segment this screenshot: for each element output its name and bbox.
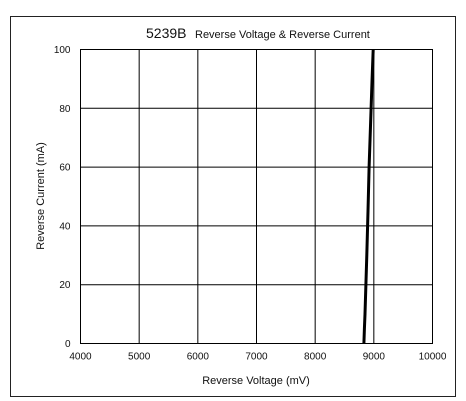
x-tick-label: 6000	[187, 352, 210, 363]
chart-subtitle: Reverse Voltage & Reverse Current	[195, 29, 370, 41]
x-axis-label: Reverse Voltage (mV)	[202, 375, 310, 387]
y-tick-labels: 0 20 40 60 80 100	[54, 45, 71, 350]
y-axis-label: Reverse Current (mA)	[35, 142, 47, 250]
y-tick-label: 0	[65, 339, 71, 350]
y-tick-label: 20	[59, 280, 71, 291]
y-tick-label: 100	[54, 45, 71, 56]
x-tick-label: 8000	[304, 352, 327, 363]
x-tick-label: 10000	[419, 352, 447, 363]
y-tick-label: 40	[59, 221, 71, 232]
x-tick-labels: 4000 5000 6000 7000 8000 9000 10000	[69, 352, 446, 363]
chart-frame	[10, 16, 456, 397]
y-tick-label: 60	[59, 163, 71, 174]
plot-area-border	[80, 49, 433, 344]
series-line	[362, 49, 375, 344]
x-tick-label: 9000	[363, 352, 386, 363]
x-tick-label: 5000	[128, 352, 151, 363]
chart-title: 5239B	[146, 25, 186, 41]
x-tick-label: 7000	[245, 352, 268, 363]
y-tick-label: 80	[59, 104, 71, 115]
x-tick-label: 4000	[69, 352, 92, 363]
series-lines	[362, 49, 375, 344]
grid-lines	[80, 49, 433, 344]
